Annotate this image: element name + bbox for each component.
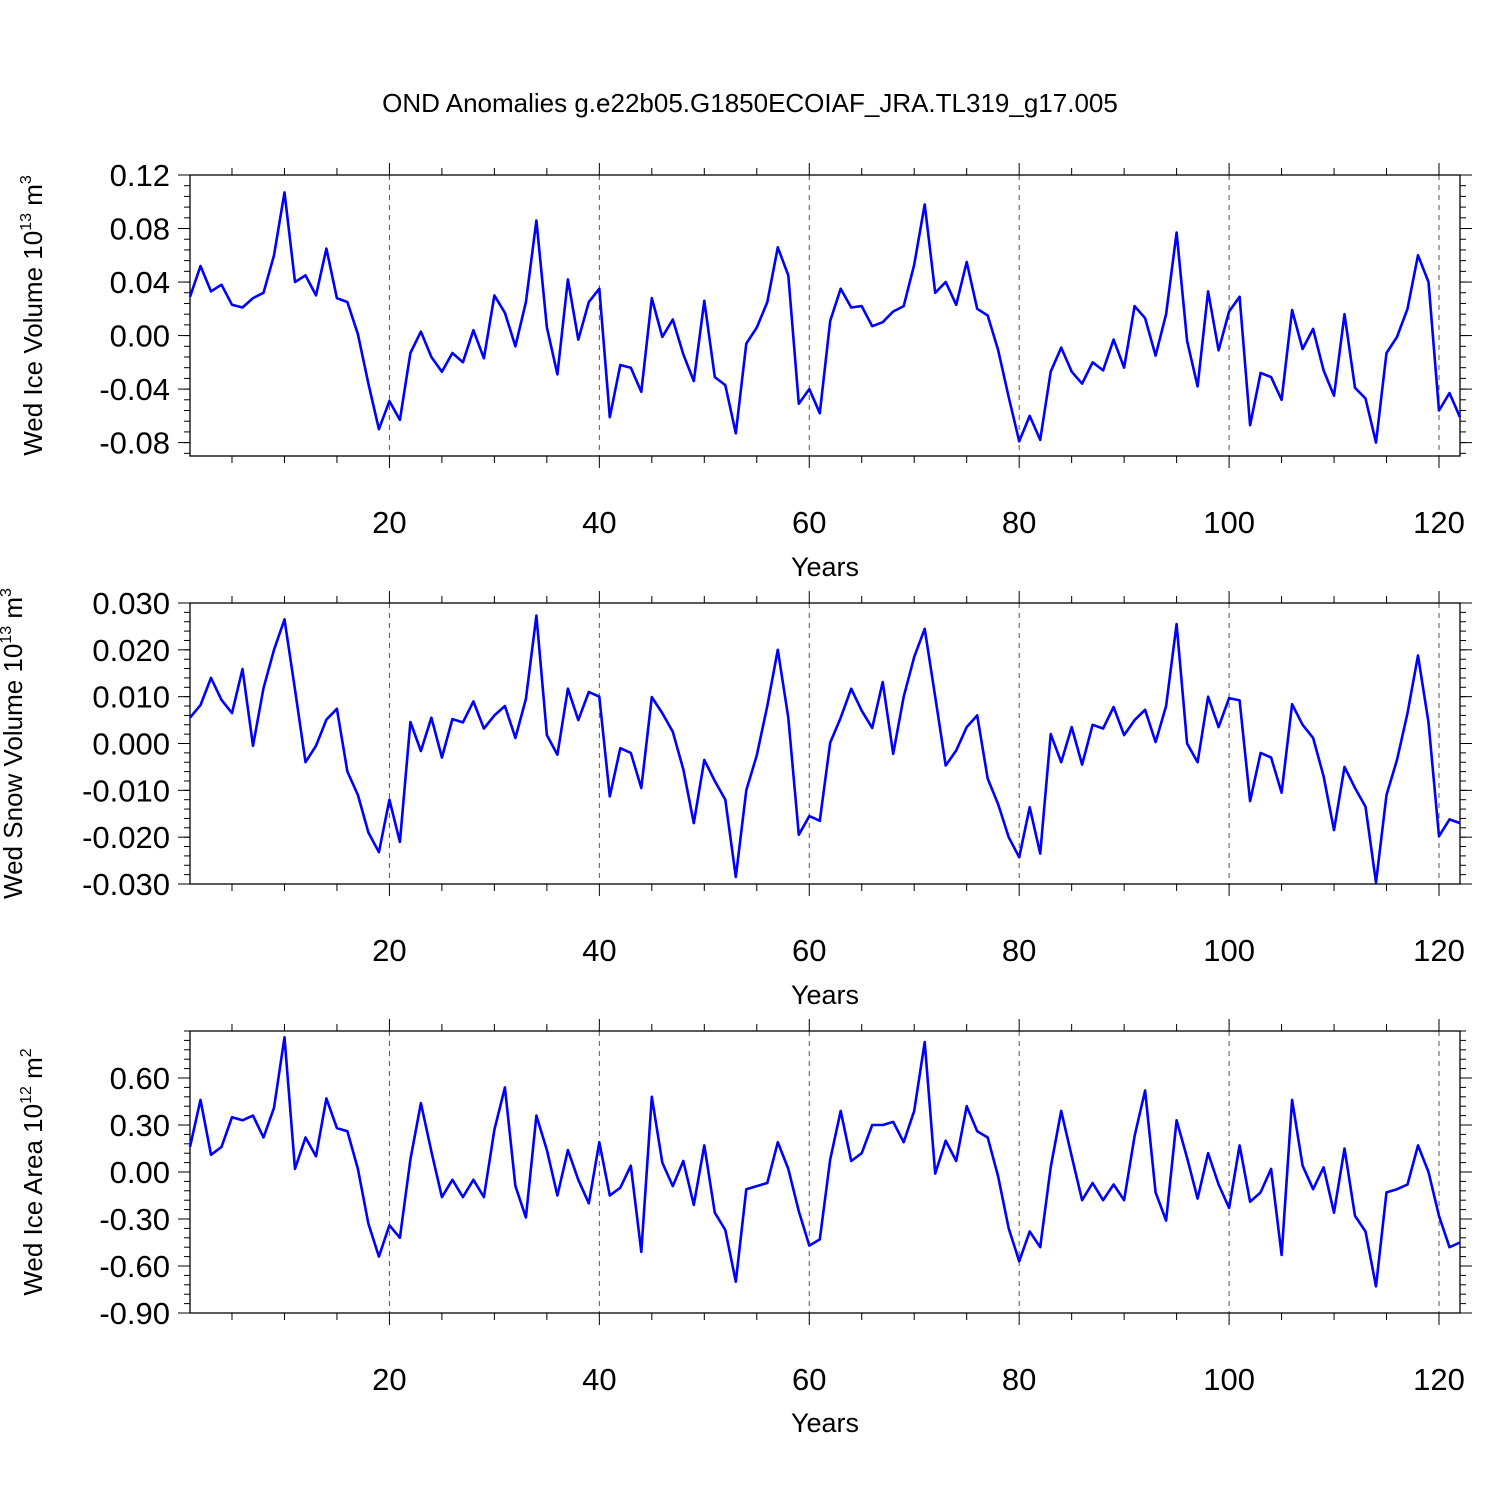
series-line bbox=[188, 1036, 1461, 1288]
y-axis-label-unit-main: m bbox=[18, 184, 48, 213]
y-axis-label-exp: 12 bbox=[18, 1086, 35, 1104]
y-tick-label: 0.60 bbox=[110, 1061, 170, 1096]
x-tick-label: 80 bbox=[1002, 1362, 1036, 1397]
x-axis-label: Years bbox=[791, 552, 859, 582]
chart-title: OND Anomalies g.e22b05.G1850ECOIAF_JRA.T… bbox=[382, 88, 1118, 118]
y-axis-label-unit-main: m bbox=[18, 1057, 48, 1086]
series-line bbox=[189, 614, 1461, 884]
y-tick-label: -0.30 bbox=[99, 1202, 170, 1237]
y-axis-label-unit-exp: 2 bbox=[18, 1048, 35, 1057]
y-tick-label: -0.04 bbox=[99, 372, 170, 407]
x-tick-label: 60 bbox=[792, 1362, 826, 1397]
y-tick-label: 0.010 bbox=[92, 680, 170, 715]
x-tick-label: 60 bbox=[792, 505, 826, 540]
x-tick-label: 40 bbox=[582, 505, 616, 540]
y-tick-label: 0.04 bbox=[110, 265, 170, 300]
x-tick-label: 120 bbox=[1413, 505, 1465, 540]
y-axis-label: Wed Ice Area 1012 m2 bbox=[18, 1048, 48, 1295]
y-tick-label: -0.08 bbox=[99, 426, 170, 461]
x-tick-label: 20 bbox=[372, 1362, 406, 1397]
y-tick-label: -0.90 bbox=[99, 1296, 170, 1331]
y-axis-label-main: Wed Snow Volume 10 bbox=[0, 644, 28, 899]
y-tick-label: 0.030 bbox=[92, 586, 170, 621]
y-tick-label: -0.60 bbox=[99, 1249, 170, 1284]
panel-ice-area: 20 40 60 80 100 120 Years -0.90 -0.60 -0.30 0.00 0.… bbox=[18, 1019, 1472, 1438]
y-tick-label: -0.020 bbox=[82, 820, 170, 855]
x-tick-label: 20 bbox=[372, 933, 406, 968]
y-axis-label: Wed Ice Volume 1013 m3 bbox=[18, 175, 48, 456]
x-axis-label: Years bbox=[791, 980, 859, 1010]
y-axis-label-exp: 13 bbox=[18, 213, 35, 231]
x-tick-label: 60 bbox=[792, 933, 826, 968]
x-tick-label: 80 bbox=[1002, 933, 1036, 968]
y-tick-label: 0.12 bbox=[110, 158, 170, 193]
x-tick-label: 40 bbox=[582, 1362, 616, 1397]
panel-snow-volume: 20 40 60 80 100 120 Years -0.030 -0.020 -0.010 0.0… bbox=[0, 586, 1472, 1010]
y-axis-label: Wed Snow Volume 1013 m3 bbox=[0, 588, 28, 899]
y-axis-label-main: Wed Ice Area 10 bbox=[18, 1104, 48, 1296]
y-tick-label: 0.00 bbox=[110, 1155, 170, 1190]
plot-frame bbox=[189, 174, 1461, 457]
x-tick-label: 100 bbox=[1203, 933, 1255, 968]
y-tick-label: 0.00 bbox=[110, 319, 170, 354]
y-axis-label-unit-exp: 3 bbox=[0, 588, 15, 597]
x-tick-label: 20 bbox=[372, 505, 406, 540]
panel-ice-volume: 20 40 60 80 100 120 Years -0.08 -0.04 0.00 0.04 0.0… bbox=[18, 158, 1472, 582]
x-tick-label: 120 bbox=[1413, 1362, 1465, 1397]
y-tick-label: -0.030 bbox=[82, 867, 170, 902]
x-axis-label: Years bbox=[791, 1408, 859, 1438]
y-axis-label-main: Wed Ice Volume 10 bbox=[18, 231, 48, 456]
y-tick-label: -0.010 bbox=[82, 773, 170, 808]
y-axis-label-unit-exp: 3 bbox=[18, 175, 35, 184]
y-tick-label: 0.30 bbox=[110, 1108, 170, 1143]
x-tick-label: 120 bbox=[1413, 933, 1465, 968]
x-tick-label: 100 bbox=[1203, 1362, 1255, 1397]
y-tick-label: 0.08 bbox=[110, 212, 170, 247]
x-tick-label: 100 bbox=[1203, 505, 1255, 540]
x-tick-label: 40 bbox=[582, 933, 616, 968]
y-axis-label-exp: 13 bbox=[0, 626, 15, 644]
x-tick-label: 80 bbox=[1002, 505, 1036, 540]
y-tick-label: 0.020 bbox=[92, 633, 170, 668]
y-axis-label-unit-main: m bbox=[0, 597, 28, 626]
y-tick-label: 0.000 bbox=[92, 727, 170, 762]
series-line bbox=[188, 191, 1462, 444]
